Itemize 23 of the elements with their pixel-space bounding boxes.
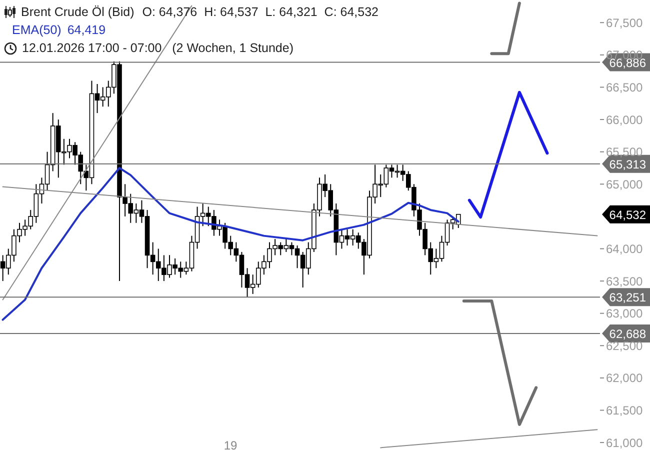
x-tick-label: 19 (224, 438, 238, 450)
annotation: 64,419 (67, 22, 106, 39)
y-tick-label: 63,500 (606, 274, 644, 288)
y-tick-label: 63,000 (606, 306, 644, 321)
y-tick-label: 67,500 (606, 16, 644, 30)
annotation: O: 64,376 H: 64,537 L: 64,321 C: 64,532 (142, 4, 379, 21)
text: 12.01.2026 17:00 - 07:00 (2 Wochen, 1 Stunde) (22, 41, 294, 55)
y-tick-label: 65,000 (606, 177, 644, 192)
y-tick-label: 62,000 (606, 371, 644, 386)
y-tick-label: 66,000 (606, 112, 644, 127)
y-tick-label: 64,000 (606, 242, 644, 256)
chart-title: Brent Crude Öl (Bid) (21, 5, 134, 19)
text: 64,532 (609, 208, 646, 222)
line-series (2, 166, 460, 321)
ref-line-label: 65,313 (609, 157, 646, 172)
ref-line-label: 63,251 (609, 290, 646, 305)
text: EMA(50) (12, 22, 62, 39)
y-tick-label: 66,500 (606, 80, 644, 94)
line-series (468, 90, 549, 219)
ref-line-label: 62,688 (609, 326, 646, 341)
y-tick-label: 62,500 (606, 338, 644, 353)
y-tick-label: 61,000 (606, 436, 644, 450)
y-tick-label: 61,500 (606, 403, 644, 418)
